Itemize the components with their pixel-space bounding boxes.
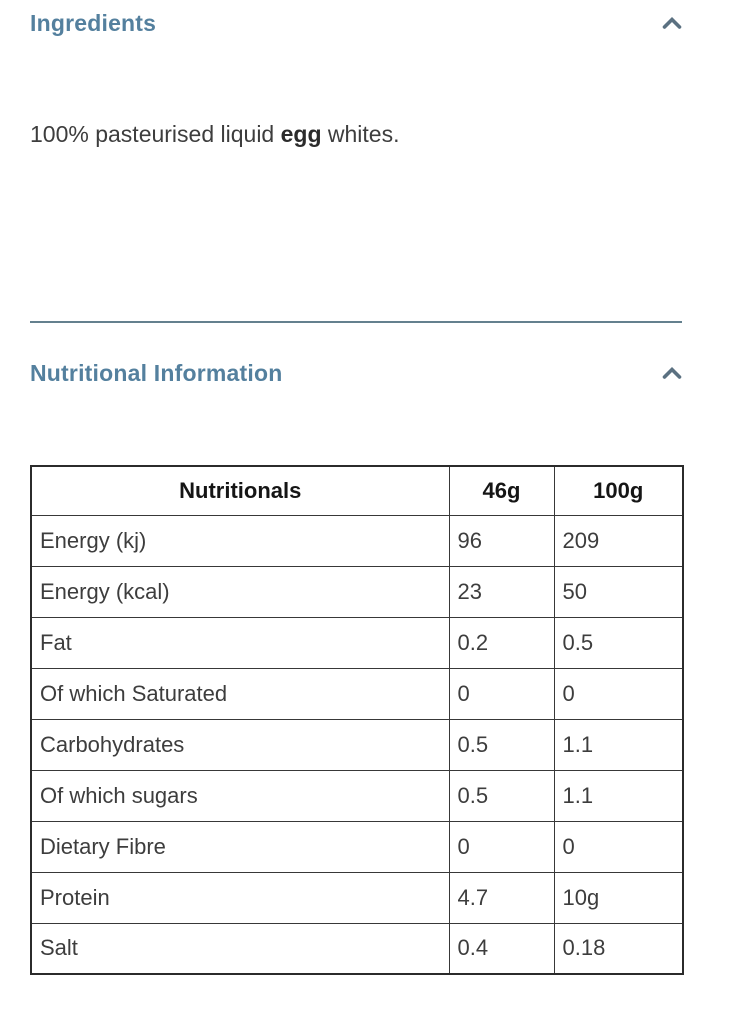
table-row: Of which Saturated 0 0	[30, 667, 684, 720]
row-value-46g: 0	[448, 820, 555, 873]
ingredients-text-segment: 100% pasteurised liquid	[30, 121, 281, 147]
row-value-46g: 0	[448, 667, 555, 720]
row-value-100g: 0	[553, 667, 684, 720]
table-row: Of which sugars 0.5 1.1	[30, 769, 684, 822]
product-info-page: Ingredients 100% pasteurised liquid egg …	[30, 9, 684, 975]
row-value-100g: 1.1	[553, 769, 684, 822]
ingredients-text-bold: egg	[280, 121, 322, 147]
table-row: Energy (kj) 96 209	[30, 514, 684, 567]
ingredients-section-title: Ingredients	[30, 10, 157, 36]
row-value-46g: 96	[448, 514, 555, 567]
row-label: Fat	[30, 616, 450, 669]
row-label: Of which Saturated	[30, 667, 450, 720]
row-label: Salt	[30, 922, 450, 975]
table-header-46g: 46g	[448, 465, 555, 516]
ingredients-text: 100% pasteurised liquid egg whites.	[30, 119, 682, 149]
nutrition-accordion-header[interactable]: Nutritional Information	[30, 359, 682, 387]
row-value-100g: 50	[553, 565, 684, 618]
row-value-100g: 1.1	[553, 718, 684, 771]
row-value-100g: 209	[553, 514, 684, 567]
table-header-row: Nutritionals 46g 100g	[30, 465, 684, 516]
table-row: Energy (kcal) 23 50	[30, 565, 684, 618]
table-header-100g: 100g	[553, 465, 684, 516]
table-row: Carbohydrates 0.5 1.1	[30, 718, 684, 771]
row-value-46g: 0.5	[448, 718, 555, 771]
ingredients-accordion-header[interactable]: Ingredients	[30, 9, 682, 37]
row-label: Protein	[30, 871, 450, 924]
chevron-up-icon[interactable]	[662, 366, 682, 380]
row-label: Carbohydrates	[30, 718, 450, 771]
nutrition-table: Nutritionals 46g 100g Energy (kj) 96 209…	[30, 465, 684, 975]
row-value-46g: 4.7	[448, 871, 555, 924]
nutrition-section-title: Nutritional Information	[30, 360, 283, 386]
row-value-46g: 0.4	[448, 922, 555, 975]
row-label: Energy (kcal)	[30, 565, 450, 618]
table-header-nutritionals: Nutritionals	[30, 465, 450, 516]
nutritional-information-section: Nutritional Information Nutritionals 46g…	[30, 359, 684, 975]
table-row: Fat 0.2 0.5	[30, 616, 684, 669]
row-value-100g: 0.5	[553, 616, 684, 669]
row-label: Of which sugars	[30, 769, 450, 822]
table-row: Protein 4.7 10g	[30, 871, 684, 924]
ingredients-text-segment: whites.	[321, 121, 400, 147]
row-value-100g: 0	[553, 820, 684, 873]
table-row: Dietary Fibre 0 0	[30, 820, 684, 873]
row-label: Dietary Fibre	[30, 820, 450, 873]
row-value-46g: 0.5	[448, 769, 555, 822]
section-divider	[30, 321, 682, 323]
row-label: Energy (kj)	[30, 514, 450, 567]
row-value-46g: 23	[448, 565, 555, 618]
ingredients-section: Ingredients 100% pasteurised liquid egg …	[30, 9, 682, 149]
row-value-100g: 10g	[553, 871, 684, 924]
row-value-46g: 0.2	[448, 616, 555, 669]
table-row: Salt 0.4 0.18	[30, 922, 684, 975]
row-value-100g: 0.18	[553, 922, 684, 975]
chevron-up-icon[interactable]	[662, 16, 682, 30]
